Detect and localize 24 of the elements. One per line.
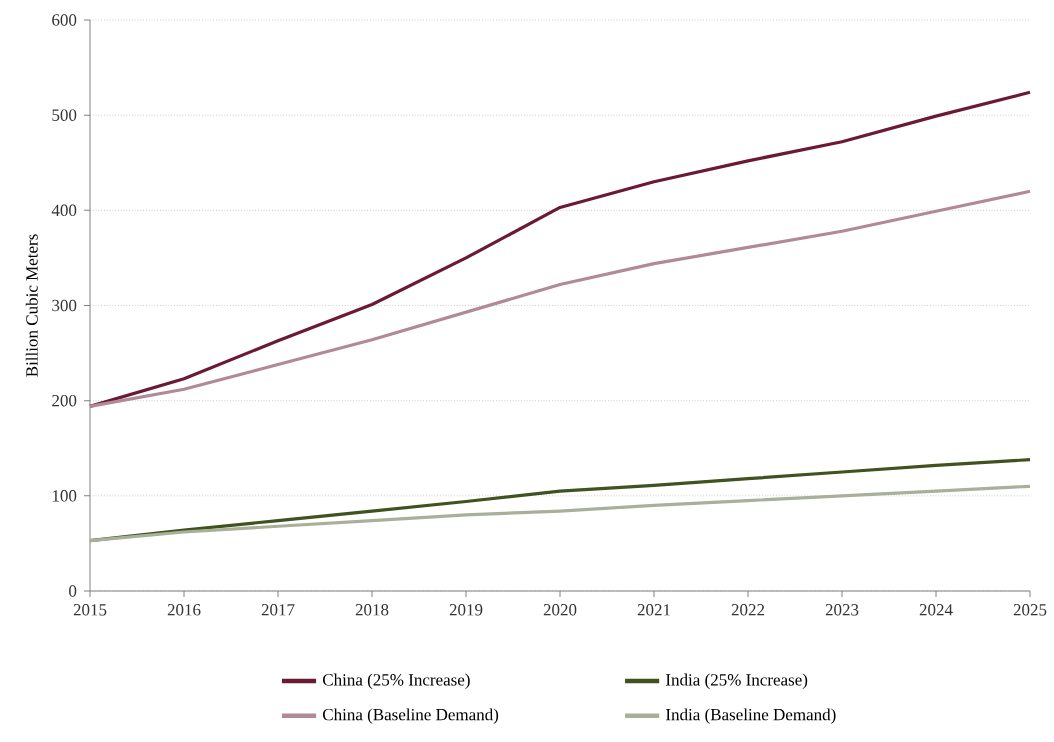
y-tick-label: 500 [52,109,77,121]
y-axis-title: Billion Cubic Meters [25,234,38,377]
y-tick-label: 100 [52,490,77,502]
x-tick-label: 2016 [167,604,201,616]
y-tick-label: 200 [52,394,77,407]
x-tick-label: 2018 [355,604,389,616]
x-tick-label: 2020 [543,604,577,616]
legend-label: China (Baseline Demand) [322,708,499,724]
x-tick-label: 2025 [1013,604,1047,616]
legend-label: China (25% Increase) [322,673,470,690]
y-tick-label: 300 [52,299,77,312]
y-tick-label: 600 [52,14,77,26]
line-series [88,484,1032,543]
y-tick-label: 0 [69,585,77,597]
y-tick-label: 400 [51,204,77,217]
x-tick-label: 2021 [637,604,670,616]
x-tick-label: 2019 [449,604,483,616]
x-tick-label: 2023 [825,604,859,616]
x-tick-label: 2015 [73,604,107,616]
x-tick-label: 2022 [731,604,765,616]
x-tick-label: 2017 [261,604,295,616]
x-tick-label: 2024 [919,604,953,616]
legend-label: India (Baseline Demand) [666,708,836,724]
legend-label: India (25% Increase) [666,673,808,690]
